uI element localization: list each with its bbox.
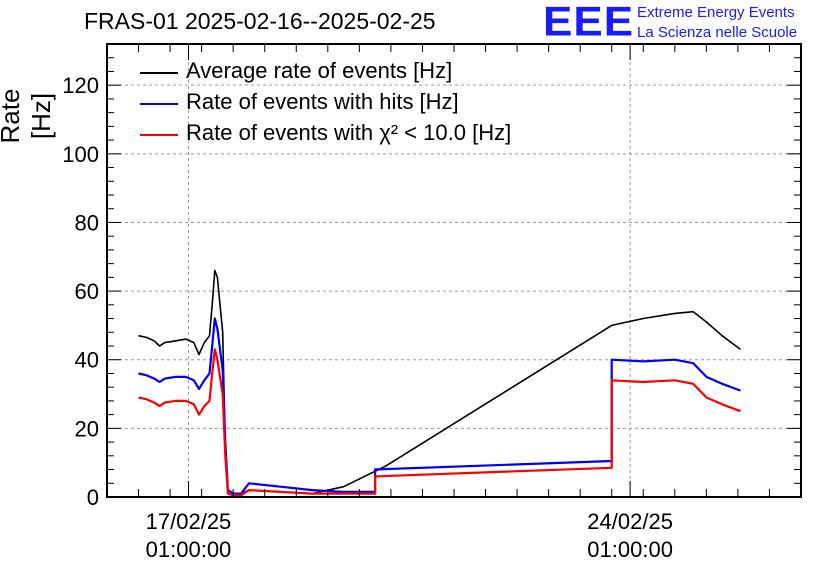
logo-line-1: Extreme Energy Events: [637, 4, 795, 21]
x-tick-label: 17/02/25 01:00:00: [118, 508, 258, 564]
y-tick-label: 100: [62, 142, 99, 167]
y-tick-label: 120: [62, 73, 99, 98]
y-tick-label: 20: [75, 416, 99, 441]
legend-swatch-hits: [140, 103, 178, 105]
legend-label-hits: Rate of events with hits [Hz]: [186, 89, 459, 114]
x-tick-label: 24/02/25 01:00:00: [560, 508, 700, 564]
y-tick-label: 60: [75, 279, 99, 304]
series-rate-chi2: [138, 348, 741, 497]
y-tick-labels: 0 20 40 60 80 100 120: [62, 73, 99, 510]
y-tick-label: 80: [75, 210, 99, 235]
y-tick-label: 0: [87, 485, 99, 510]
legend-label-average: Average rate of events [Hz]: [186, 58, 453, 83]
legend-swatch-chi2: [140, 134, 178, 136]
legend-swatch-average: [140, 72, 178, 74]
eee-logo: EEE: [543, 0, 635, 45]
x-tick-time: 01:00:00: [587, 537, 673, 562]
chart-title: FRAS-01 2025-02-16--2025-02-25: [84, 8, 436, 34]
x-tick-time: 01:00:00: [145, 537, 232, 562]
logo-line-2: La Scienza nelle Scuole: [637, 24, 798, 41]
x-tick-date: 24/02/25: [587, 509, 673, 534]
x-tick-date: 17/02/25: [145, 509, 232, 534]
legend-label-chi2: Rate of events with χ² < 10.0 [Hz]: [186, 120, 512, 145]
y-tick-label: 40: [75, 348, 99, 373]
axis-ticks: [106, 43, 802, 498]
series-layer: [138, 269, 741, 497]
series-rate-with-hits: [138, 317, 741, 495]
